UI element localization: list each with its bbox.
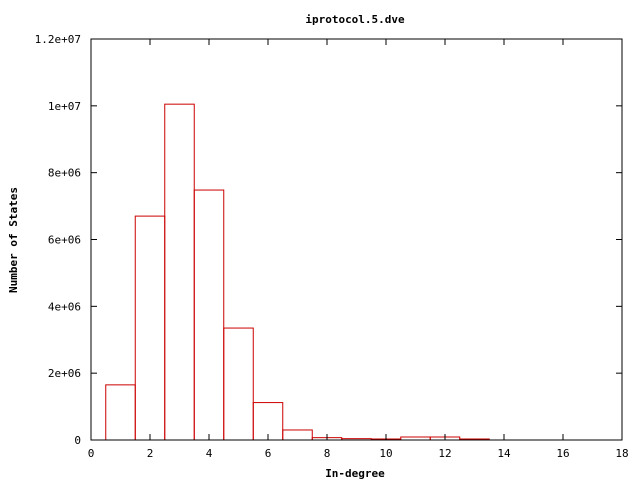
chart-title: iprotocol.5.dve	[305, 13, 405, 26]
x-tick-label: 4	[206, 447, 213, 460]
x-tick-label: 14	[497, 447, 511, 460]
y-tick-label: 1e+07	[48, 100, 81, 113]
x-axis: 0 2 4 6 8 10 12 14 16 18	[88, 39, 629, 460]
x-tick-label: 2	[147, 447, 154, 460]
y-tick-label: 4e+06	[48, 300, 81, 313]
y-tick-label: 0	[74, 434, 81, 447]
y-axis-label: Number of States	[7, 187, 20, 293]
histogram-bar	[164, 103, 195, 441]
plot-frame	[90, 38, 623, 441]
bars-group	[105, 103, 490, 441]
x-tick-label: 6	[265, 447, 272, 460]
histogram-bar	[193, 189, 225, 441]
x-tick-label: 18	[615, 447, 628, 460]
y-tick-label: 8e+06	[48, 167, 81, 180]
x-tick-label: 10	[379, 447, 392, 460]
x-tick-label: 12	[438, 447, 451, 460]
x-axis-label: In-degree	[325, 467, 385, 480]
y-tick-label: 2e+06	[48, 367, 81, 380]
y-tick-label: 6e+06	[48, 234, 81, 247]
histogram-bar	[282, 429, 313, 441]
x-tick-label: 16	[556, 447, 569, 460]
x-tick-label: 8	[324, 447, 331, 460]
x-tick-label: 0	[88, 447, 95, 460]
histogram-bar	[105, 384, 136, 441]
y-tick-label: 1.2e+07	[35, 33, 81, 46]
histogram-bar	[134, 215, 166, 441]
histogram-bar	[223, 327, 254, 441]
y-axis: 0 2e+06 4e+06 6e+06 8e+06 1e+07 1.2e+07	[35, 33, 622, 447]
